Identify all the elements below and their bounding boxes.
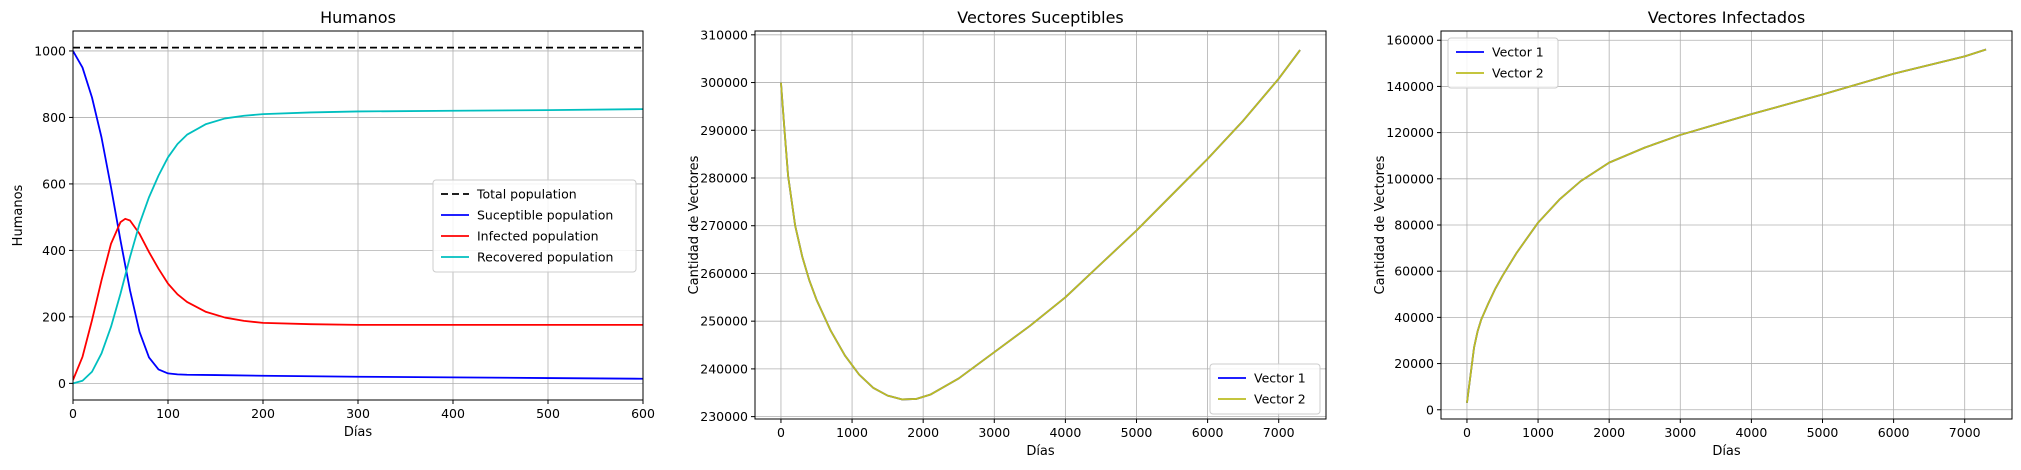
x-axis-label: Días [344,425,373,440]
x-axis-label: Días [1026,444,1055,459]
series-line-2 [73,50,643,380]
x-tick-label: 3000 [1664,425,1696,440]
x-tick-label: 1000 [1522,425,1554,440]
legend-label: Suceptible population [477,208,613,223]
y-tick-label: 280000 [700,170,748,185]
y-tick-label: 160000 [1386,33,1434,48]
y-tick-label: 310000 [700,27,748,42]
legend-label: Vector 1 [1492,45,1544,60]
x-tick-label: 200 [251,406,275,421]
y-tick-label: 0 [58,376,66,391]
x-tick-label: 7000 [1263,425,1295,440]
x-tick-label: 400 [441,406,465,421]
series-line-2 [780,49,1301,401]
y-tick-label: 300000 [700,75,748,90]
legend-label: Total population [476,187,577,202]
series-line-3 [73,217,643,381]
series-line-4 [73,108,643,385]
y-tick-label: 1000 [34,43,66,58]
y-tick-label: 290000 [700,123,748,138]
y-tick-label: 400 [42,243,66,258]
x-tick-label: 2000 [907,425,939,440]
legend-label: Recovered population [477,250,613,265]
legend-box [1447,37,1559,89]
y-axis-label: Cantidad de Vectores [1373,155,1388,294]
legend: Vector 1 Vector 2 [1209,363,1321,415]
x-tick-label: 4000 [1735,425,1767,440]
x-tick-label: 2000 [1593,425,1625,440]
chart-title: Humanos [320,8,396,27]
subplot-1: 0 100 200 300 400 500 600 0 200 400 600 800 1000 Huma… [11,8,655,440]
series-line-2 [1466,48,1987,403]
legend: Vector 1 Vector 2 [1447,37,1559,89]
y-tick-label: 60000 [1394,264,1434,279]
y-tick-label: 0 [1426,402,1434,417]
y-tick-label: 200 [42,309,66,324]
legend: Total population Suceptible population Inf… [432,179,637,273]
x-tick-label: 7000 [1949,425,1981,440]
x-tick-label: 0 [777,425,785,440]
subplot-2: 0 1000 2000 3000 4000 5000 6000 7000 230000 24000… [687,8,1327,459]
legend-label: Vector 1 [1254,371,1306,386]
y-axis-label: Cantidad de Vectores [687,155,702,294]
y-tick-label: 250000 [700,314,748,329]
chart-title: Vectores Suceptibles [957,8,1124,27]
y-tick-label: 140000 [1386,79,1434,94]
legend-label: Vector 2 [1492,66,1544,81]
x-tick-label: 600 [631,406,655,421]
x-tick-label: 4000 [1049,425,1081,440]
legend-box [1209,363,1321,415]
x-tick-label: 5000 [1121,425,1153,440]
subplot-3: 0 1000 2000 3000 4000 5000 6000 7000 0 20000 40000… [1373,8,2013,459]
series-group [73,46,643,385]
y-tick-label: 800 [42,110,66,125]
legend-box [432,179,637,273]
legend-label: Infected population [477,229,599,244]
y-tick-label: 20000 [1394,356,1434,371]
x-tick-label: 6000 [1192,425,1224,440]
series-group [1466,48,1987,403]
y-tick-label: 80000 [1394,218,1434,233]
x-tick-label: 100 [156,406,180,421]
y-tick-label: 600 [42,176,66,191]
series-line-1 [780,49,1301,401]
y-tick-label: 40000 [1394,310,1434,325]
x-tick-label: 0 [1463,425,1471,440]
y-tick-label: 240000 [700,361,748,376]
y-tick-label: 270000 [700,218,748,233]
axes-frame [754,30,1327,420]
legend-label: Vector 2 [1254,392,1306,407]
x-tick-label: 6000 [1878,425,1910,440]
series-line-1 [1466,48,1987,403]
x-tick-label: 1000 [836,425,868,440]
y-tick-label: 260000 [700,266,748,281]
grid [755,31,1326,419]
chart-title: Vectores Infectados [1648,8,1805,27]
y-tick-label: 120000 [1386,125,1434,140]
grid [1441,31,2012,419]
y-axis-label: Humanos [11,184,26,246]
x-axis-label: Días [1712,444,1741,459]
x-tick-label: 3000 [978,425,1010,440]
series-group [780,49,1301,401]
x-tick-label: 5000 [1807,425,1839,440]
x-tick-label: 500 [536,406,560,421]
x-tick-label: 0 [69,406,77,421]
y-tick-label: 100000 [1386,171,1434,186]
x-tick-label: 300 [346,406,370,421]
y-tick-label: 230000 [700,409,748,424]
